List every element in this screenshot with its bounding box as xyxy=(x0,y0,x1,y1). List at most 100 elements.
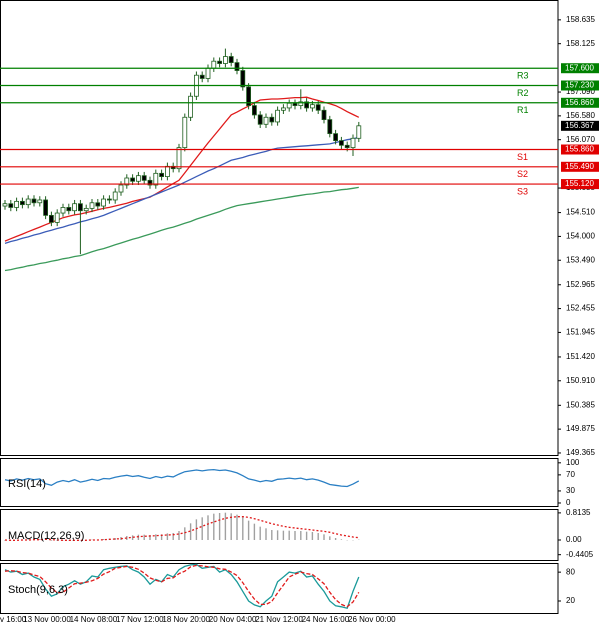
last-price-label: 156.367 xyxy=(565,121,594,130)
candle-body xyxy=(188,95,194,118)
candle-body xyxy=(31,198,37,204)
y-tick-label: -0.4405 xyxy=(566,550,594,559)
candle-body xyxy=(8,203,14,208)
indicator-line xyxy=(4,468,360,488)
candle-body xyxy=(153,172,159,186)
candle-body xyxy=(333,133,339,142)
y-tick-label: 156.580 xyxy=(566,111,595,120)
level-price-box xyxy=(561,161,599,172)
candle-body xyxy=(107,198,112,201)
candle-body xyxy=(89,202,95,209)
candle-body xyxy=(315,104,321,111)
candle-body xyxy=(246,86,252,106)
level-label: R2 xyxy=(517,88,529,98)
level-label: S2 xyxy=(517,169,528,179)
y-tick-label: 20 xyxy=(566,596,575,605)
candle-body xyxy=(124,177,130,186)
y-tick-label: 157.090 xyxy=(566,87,595,96)
y-tick-label: 156.070 xyxy=(566,135,595,144)
x-tick-label: 21 Nov 12:00 xyxy=(255,615,303,624)
y-tick-label: 0.8135 xyxy=(566,508,591,517)
y-tick-label: 80 xyxy=(566,567,575,576)
panel-frame xyxy=(0,563,559,614)
level-label: R1 xyxy=(517,105,529,115)
y-tick-label: 150.910 xyxy=(566,376,595,385)
candle-body xyxy=(54,212,60,223)
candle-body xyxy=(298,101,304,106)
candle-body xyxy=(101,198,106,207)
y-tick-label: 158.125 xyxy=(566,39,595,48)
y-tick-label: 149.875 xyxy=(566,424,595,433)
candle-body xyxy=(275,109,281,123)
candle-body xyxy=(199,74,205,79)
indicator-line xyxy=(4,96,360,242)
candle-body xyxy=(141,175,147,181)
y-tick-label: 149.365 xyxy=(566,448,595,457)
x-tick-label: 26 Nov 00:00 xyxy=(348,615,396,624)
x-tick-label: v 16:00 xyxy=(0,615,27,624)
candle-body xyxy=(344,144,350,149)
x-tick-label: 24 Nov 16:00 xyxy=(302,615,350,624)
y-tick-label: 30 xyxy=(566,486,575,495)
candle-body xyxy=(182,116,188,149)
level-price-label: 157.600 xyxy=(565,63,594,72)
level-price-label: 157.230 xyxy=(565,81,594,90)
panel-clip-group xyxy=(4,563,360,609)
candle-body xyxy=(159,172,165,178)
panel-clip-group: R3 R2 R1 S1 S2 S3 xyxy=(0,48,558,272)
candle-body xyxy=(350,137,356,149)
candle-body xyxy=(43,199,48,216)
candle-body xyxy=(228,56,234,64)
candle-body xyxy=(25,198,31,206)
panel-title: Stoch(9,6,3) xyxy=(8,584,68,596)
indicator-line xyxy=(4,563,360,609)
candle-body xyxy=(19,200,25,206)
candle-body xyxy=(164,165,170,178)
y-tick-label: 70 xyxy=(566,470,575,479)
level-price-box xyxy=(561,97,599,108)
x-tick-label: 14 Nov 08:00 xyxy=(70,615,118,624)
candle-body xyxy=(251,105,257,116)
candle-body xyxy=(78,203,83,212)
y-tick-label: 100 xyxy=(566,458,580,467)
panel-title: MACD(12,26,9) xyxy=(8,530,84,542)
level-price-label: 155.490 xyxy=(565,162,594,171)
candle-body xyxy=(292,102,298,106)
candle-body xyxy=(2,203,8,207)
candle-body xyxy=(257,114,263,125)
y-tick-label: 0 xyxy=(566,498,571,507)
candle-body xyxy=(217,60,223,64)
candle-body xyxy=(263,116,269,125)
level-price-label: 155.860 xyxy=(565,145,594,154)
y-tick-label: 153.490 xyxy=(566,255,595,264)
indicator-line xyxy=(4,564,360,608)
y-tick-label: 150.385 xyxy=(566,400,595,409)
level-price-label: 156.860 xyxy=(565,98,594,107)
candle-body xyxy=(130,177,136,182)
panel-title: RSI(14) xyxy=(8,478,46,490)
candle-body xyxy=(280,107,286,111)
level-price-box xyxy=(561,144,599,155)
panel-frame xyxy=(0,0,559,456)
y-tick-label: 151.945 xyxy=(566,328,595,337)
candle-body xyxy=(95,202,101,207)
candle-body xyxy=(118,184,124,193)
candle-body xyxy=(60,207,66,214)
candle-body xyxy=(356,125,362,139)
x-tick-label: 18 Nov 20:00 xyxy=(162,615,210,624)
y-tick-label: 151.420 xyxy=(566,352,595,361)
candle-body xyxy=(327,119,333,135)
level-label: S3 xyxy=(517,186,528,196)
panel-frame xyxy=(0,458,559,507)
y-tick-label: 152.965 xyxy=(566,280,595,289)
panel-frame xyxy=(0,509,559,561)
y-tick-label: 152.455 xyxy=(566,304,595,313)
indicator-line xyxy=(4,186,359,272)
candle-body xyxy=(222,56,228,64)
candle-body xyxy=(240,70,246,88)
candle-body xyxy=(72,203,77,212)
x-tick-label: 17 Nov 12:00 xyxy=(116,615,164,624)
y-tick-label: 158.635 xyxy=(566,15,595,24)
candle-body xyxy=(205,67,211,79)
